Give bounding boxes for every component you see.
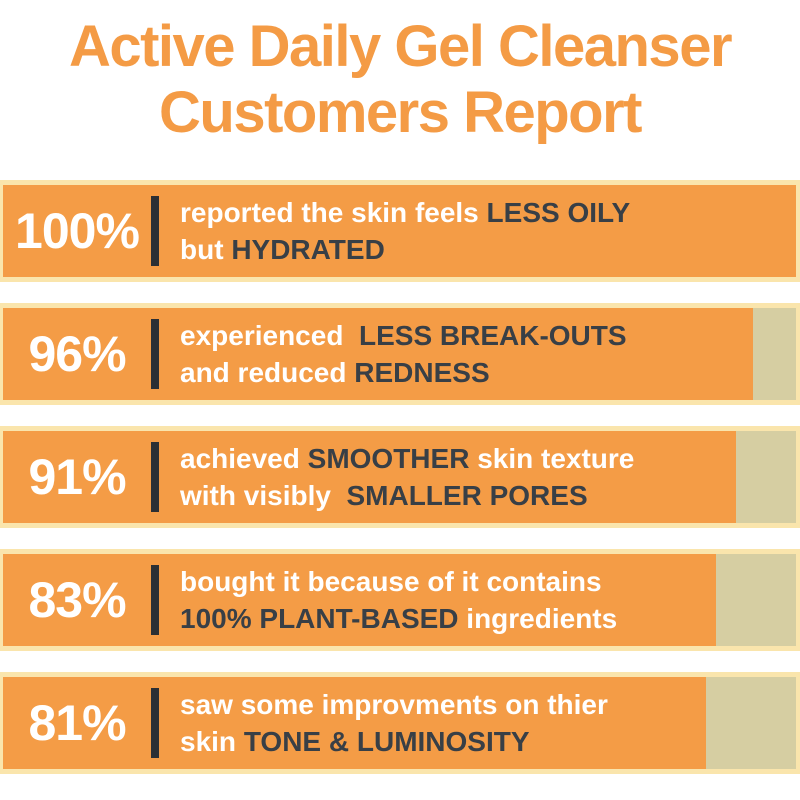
statement-text: achieved SMOOTHER skin texture with visi… xyxy=(159,440,634,514)
statement-run: 100% PLANT-BASED xyxy=(180,603,459,634)
page-title: Active Daily Gel Cleanser Customers Repo… xyxy=(0,14,800,146)
statement-text: reported the skin feels LESS OILY but HY… xyxy=(159,194,630,268)
statement-run: skin texture xyxy=(469,443,635,474)
statement-run: skin xyxy=(180,726,244,757)
statement-run: SMOOTHER xyxy=(307,443,470,474)
divider-line xyxy=(151,688,159,758)
divider-line xyxy=(151,319,159,389)
bar-row: 91% achieved SMOOTHER skin texture with … xyxy=(0,426,800,528)
statement-line-1: bought it because of it contains xyxy=(180,563,617,600)
statement-run: TONE & LUMINOSITY xyxy=(243,726,530,757)
percent-label: 96% xyxy=(28,326,126,382)
statement-text: experienced LESS BREAK-OUTS and reduced … xyxy=(159,317,627,391)
bar-remainder xyxy=(735,431,796,523)
statement-run: ingredients xyxy=(458,603,618,634)
infographic-page: Active Daily Gel Cleanser Customers Repo… xyxy=(0,14,800,800)
title-line-1: Active Daily Gel Cleanser xyxy=(68,14,733,79)
percent-label: 83% xyxy=(28,572,126,628)
statement-line-1: experienced LESS BREAK-OUTS xyxy=(180,317,627,354)
statement-run: saw some improvments on thier xyxy=(180,689,608,720)
statement-run: bought it because of it contains xyxy=(180,566,602,597)
statement-line-2: 100% PLANT-BASED ingredients xyxy=(180,600,617,637)
bar-row: 96% experienced LESS BREAK-OUTS and redu… xyxy=(0,303,800,405)
statement-line-1: reported the skin feels LESS OILY xyxy=(180,194,630,231)
statement-run: REDNESS xyxy=(354,357,490,388)
bar-fill: 81% saw some improvments on thier skin T… xyxy=(3,677,706,769)
bar-row: 100% reported the skin feels LESS OILY b… xyxy=(0,180,800,282)
statement-line-2: but HYDRATED xyxy=(180,231,630,268)
statement-run: with visibly xyxy=(180,480,347,511)
bar-fill: 100% reported the skin feels LESS OILY b… xyxy=(3,185,796,277)
bar-remainder xyxy=(753,308,796,400)
statement-run: LESS OILY xyxy=(486,197,631,228)
statement-run: HYDRATED xyxy=(231,234,385,265)
statement-line-1: saw some improvments on thier xyxy=(180,686,608,723)
statement-run: achieved xyxy=(180,443,308,474)
statement-run: experienced xyxy=(180,320,359,351)
statement-run: but xyxy=(180,234,232,265)
bar-list: 100% reported the skin feels LESS OILY b… xyxy=(0,180,800,774)
bar-remainder xyxy=(705,677,796,769)
bar-fill: 83% bought it because of it contains 100… xyxy=(3,554,716,646)
bar-remainder xyxy=(715,554,796,646)
statement-text: saw some improvments on thier skin TONE … xyxy=(159,686,608,760)
bar-row: 83% bought it because of it contains 100… xyxy=(0,549,800,651)
statement-text: bought it because of it contains 100% PL… xyxy=(159,563,617,637)
bar-fill: 96% experienced LESS BREAK-OUTS and redu… xyxy=(3,308,754,400)
statement-line-2: and reduced REDNESS xyxy=(180,354,627,391)
statement-line-2: with visibly SMALLER PORES xyxy=(180,477,634,514)
title-line-2: Customers Report xyxy=(159,80,642,145)
statement-run: LESS BREAK-OUTS xyxy=(358,320,627,351)
statement-run: reported the skin feels xyxy=(180,197,487,228)
divider-line xyxy=(151,565,159,635)
divider-line xyxy=(151,196,159,266)
percent-label: 91% xyxy=(28,449,126,505)
statement-line-1: achieved SMOOTHER skin texture xyxy=(180,440,634,477)
statement-line-2: skin TONE & LUMINOSITY xyxy=(180,723,608,760)
percent-label: 100% xyxy=(15,203,140,259)
bar-row: 81% saw some improvments on thier skin T… xyxy=(0,672,800,774)
divider-line xyxy=(151,442,159,512)
statement-run: and reduced xyxy=(180,357,355,388)
statement-run: SMALLER PORES xyxy=(346,480,588,511)
bar-fill: 91% achieved SMOOTHER skin texture with … xyxy=(3,431,736,523)
percent-label: 81% xyxy=(28,695,126,751)
